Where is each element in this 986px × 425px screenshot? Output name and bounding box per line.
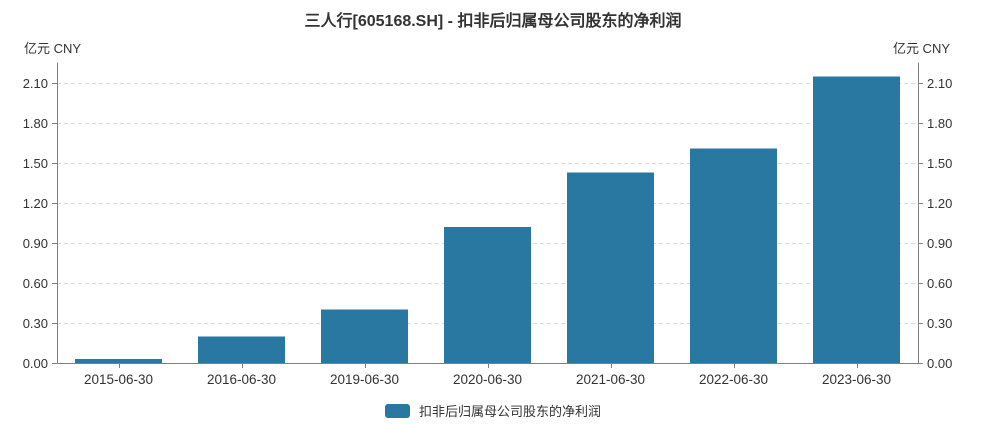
y-axis-tick-label-left: 1.80: [23, 116, 48, 131]
legend-label: 扣非后归属母公司股东的净利润: [418, 404, 601, 419]
y-axis-tick-label-right: 0.30: [927, 316, 952, 331]
y-axis-tick-label-left: 0.30: [23, 316, 48, 331]
bar[interactable]: [690, 148, 777, 363]
x-axis-label: 2023-06-30: [822, 372, 891, 387]
bar[interactable]: [444, 227, 531, 363]
y-axis-tick-label-right: 0.60: [927, 276, 952, 291]
legend-swatch: [384, 403, 410, 418]
x-axis-label: 2016-06-30: [207, 372, 276, 387]
legend[interactable]: 扣非后归属母公司股东的净利润: [0, 401, 986, 420]
chart-title: 三人行[605168.SH] - 扣非后归属母公司股东的净利润: [304, 13, 682, 30]
y-axis-tick-label-right: 0.00: [927, 356, 952, 371]
x-axis-label: 2021-06-30: [576, 372, 645, 387]
y-axis-unit-left: 亿元 CNY: [24, 41, 82, 56]
x-axis-label: 2019-06-30: [330, 372, 399, 387]
y-axis-tick-label-left: 1.20: [23, 196, 48, 211]
y-axis-tick-label-right: 1.80: [927, 116, 952, 131]
bar[interactable]: [813, 76, 900, 363]
bar[interactable]: [321, 309, 408, 363]
bar[interactable]: [567, 172, 654, 364]
y-axis-tick-label-left: 2.10: [23, 76, 48, 91]
y-axis-tick-label-right: 0.90: [927, 236, 952, 251]
y-axis-tick-label-left: 0.90: [23, 236, 48, 251]
y-axis-tick-label-right: 2.10: [927, 76, 952, 91]
x-axis-label: 2022-06-30: [699, 372, 768, 387]
y-axis-tick-label-right: 1.50: [927, 156, 952, 171]
bar[interactable]: [75, 359, 162, 363]
y-axis-tick-label-left: 0.60: [23, 276, 48, 291]
x-axis-label: 2015-06-30: [84, 372, 153, 387]
x-axis-label: 2020-06-30: [453, 372, 522, 387]
y-axis-unit-right: 亿元 CNY: [892, 41, 950, 56]
y-axis-tick-label-left: 0.00: [23, 356, 48, 371]
bar[interactable]: [198, 336, 285, 363]
y-axis-tick-label-left: 1.50: [23, 156, 48, 171]
y-axis-tick-label-right: 1.20: [927, 196, 952, 211]
